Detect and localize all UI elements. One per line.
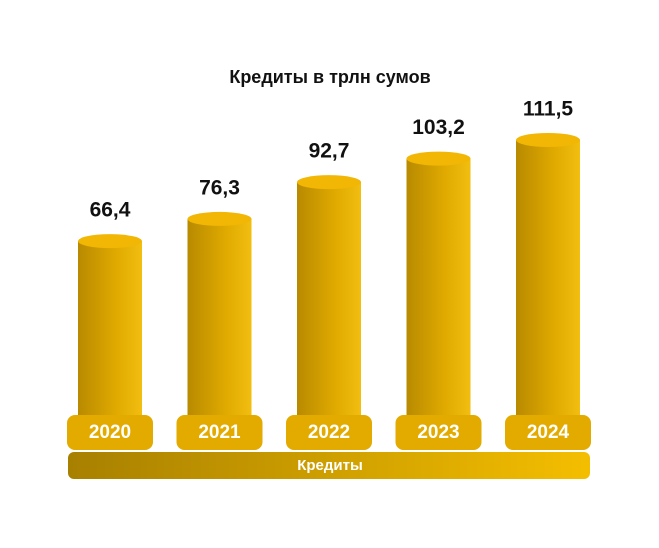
bar-cap: [187, 211, 252, 226]
x-tick-label: 2021: [198, 422, 241, 443]
bar: [187, 218, 252, 440]
category-plate: [176, 415, 263, 450]
category-plate: [286, 415, 372, 450]
bar: [406, 158, 471, 440]
x-tick-label: 2022: [308, 422, 350, 443]
category-plate: [395, 415, 482, 450]
bar-cap: [406, 151, 471, 166]
x-tick-label: 2023: [417, 422, 459, 443]
value-label: 111,5: [523, 98, 574, 121]
x-tick-label: 2024: [527, 422, 570, 443]
value-label: 66,4: [90, 199, 131, 222]
bar-cap: [78, 234, 142, 249]
legend-bar: [68, 452, 590, 479]
legend-label: Кредиты: [297, 457, 363, 474]
bar-cap: [297, 175, 361, 190]
chart-title: Кредиты в трлн сумов: [229, 67, 430, 87]
bar: [297, 182, 361, 440]
category-plate: [505, 415, 591, 450]
value-label: 92,7: [309, 140, 350, 163]
bar: [516, 140, 580, 440]
category-plate: [67, 415, 153, 450]
x-tick-label: 2020: [89, 422, 131, 443]
value-label: 76,3: [199, 176, 240, 199]
value-label: 103,2: [412, 116, 465, 139]
bar-cap: [516, 133, 580, 147]
bar: [78, 241, 142, 440]
